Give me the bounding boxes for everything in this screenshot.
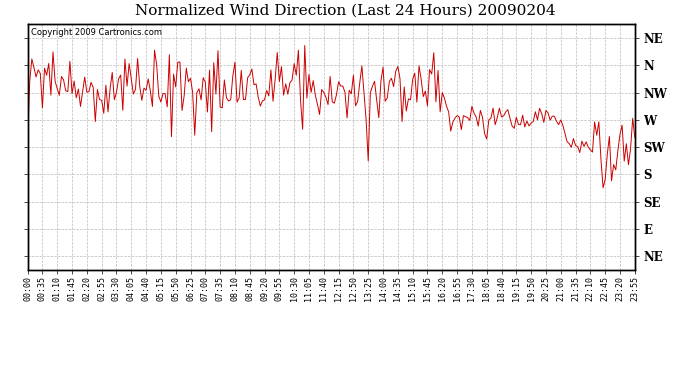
Text: Copyright 2009 Cartronics.com: Copyright 2009 Cartronics.com: [30, 28, 161, 37]
Text: Normalized Wind Direction (Last 24 Hours) 20090204: Normalized Wind Direction (Last 24 Hours…: [135, 4, 555, 18]
